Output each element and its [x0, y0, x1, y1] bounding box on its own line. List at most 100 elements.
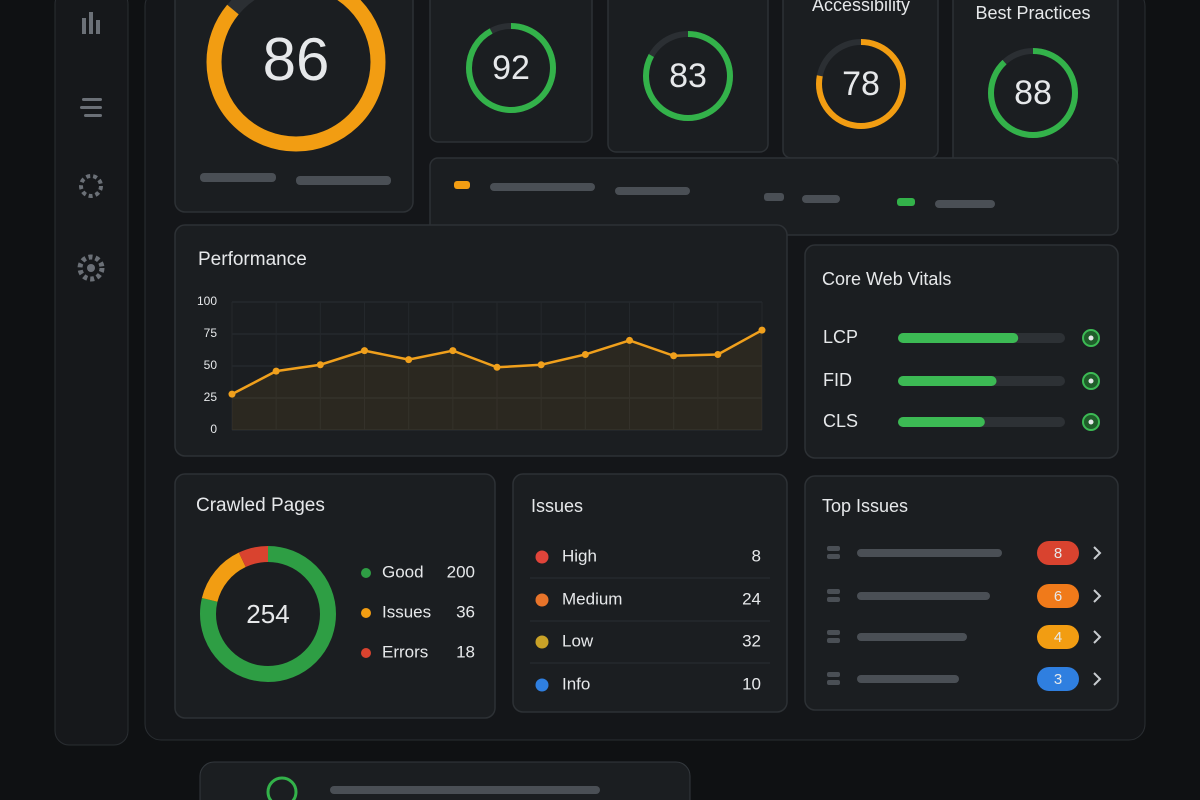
placeholder-bar — [857, 592, 990, 600]
vital-label: FID — [823, 370, 852, 390]
issue-count: 8 — [752, 546, 761, 565]
gauge-arc — [816, 39, 906, 129]
y-tick-label: 100 — [197, 294, 217, 308]
row-icon — [827, 546, 840, 551]
strip-placeholders — [200, 173, 995, 208]
gauge-arc — [988, 48, 1078, 138]
score-value: 92 — [492, 49, 530, 87]
score-value: 78 — [842, 65, 880, 103]
badge — [1037, 541, 1079, 565]
badge-count: 4 — [1054, 629, 1062, 646]
score-card — [429, 0, 593, 143]
placeholder-bar — [330, 786, 600, 794]
issue-count: 24 — [742, 589, 761, 608]
issue-count: 32 — [742, 631, 761, 650]
card-title: Core Web Vitals — [822, 269, 951, 289]
score-value: 88 — [1014, 74, 1052, 112]
card-title: Performance — [198, 249, 307, 270]
crawled-card — [174, 473, 496, 719]
vital-label: LCP — [823, 327, 858, 347]
score-card — [607, 0, 769, 153]
issue-label: Medium — [562, 589, 622, 608]
row-icon — [827, 554, 840, 559]
placeholder-bar — [857, 675, 959, 683]
gauge-arc — [206, 0, 386, 152]
score-label: Accessibility — [812, 0, 910, 15]
sidebar-icons — [77, 12, 105, 282]
point — [670, 352, 678, 360]
issue-label: Info — [562, 674, 590, 693]
y-tick-label: 0 — [210, 422, 217, 436]
chevron[interactable] — [1093, 630, 1102, 644]
status-dot-core — [1088, 335, 1094, 341]
point — [537, 361, 545, 369]
main-score-card — [174, 0, 414, 213]
chevron[interactable] — [1093, 546, 1102, 560]
chevron[interactable] — [1093, 672, 1102, 686]
chevron[interactable] — [1093, 589, 1102, 603]
status-dot-core — [1088, 419, 1094, 425]
sidebar — [54, 0, 129, 746]
y-tick-label: 50 — [204, 358, 218, 372]
y-tick-label: 25 — [204, 390, 218, 404]
legend-value: 200 — [447, 562, 475, 581]
vital-bar — [898, 333, 1019, 343]
issue-dot — [535, 593, 549, 607]
score-label: Best Practices — [975, 3, 1090, 23]
badge-count: 3 — [1054, 671, 1062, 688]
legend-value: 36 — [456, 602, 475, 621]
badge — [1037, 667, 1079, 691]
legend-dot — [361, 648, 371, 658]
legend-label: Errors — [382, 642, 428, 661]
vitals-card — [804, 244, 1119, 459]
vital-bar — [898, 417, 985, 427]
gauge-arc — [643, 31, 733, 121]
point — [449, 347, 457, 355]
issue-count: 10 — [742, 674, 761, 693]
issue-label: Low — [562, 631, 594, 650]
issue-label: High — [562, 546, 597, 565]
y-tick-label: 75 — [204, 326, 218, 340]
legend-label: Good — [382, 562, 424, 581]
point — [272, 367, 280, 375]
placeholder-bar — [857, 633, 967, 641]
issue-dot — [535, 550, 549, 564]
point — [361, 347, 368, 355]
issues-card — [512, 473, 788, 713]
legend-dot — [361, 568, 371, 578]
check-icon — [266, 776, 298, 800]
legend-value: 18 — [456, 642, 475, 661]
legend-dot — [361, 608, 371, 618]
badge — [1037, 625, 1079, 649]
point — [493, 363, 501, 371]
point — [581, 350, 589, 358]
row-icon — [827, 680, 840, 685]
badge-count: 8 — [1054, 545, 1062, 562]
line-area — [232, 330, 762, 430]
gauge-arc — [466, 23, 556, 113]
legend-label: Issues — [382, 602, 431, 621]
status-dot-core — [1088, 378, 1094, 384]
donut-segment — [200, 546, 336, 682]
badge — [1037, 584, 1079, 608]
card-title: Crawled Pages — [196, 495, 325, 516]
row-icon — [827, 638, 840, 643]
row-icon — [827, 672, 840, 677]
score-value: 86 — [263, 26, 330, 93]
vital-label: CLS — [823, 411, 858, 431]
score-value: 83 — [669, 57, 707, 95]
point — [405, 356, 413, 364]
point — [228, 390, 236, 398]
row-icon — [827, 589, 840, 594]
placeholder-bar — [857, 549, 1002, 557]
issue-dot — [535, 635, 549, 649]
card-title: Issues — [531, 496, 583, 516]
issue-dot — [535, 678, 549, 692]
point — [758, 326, 766, 334]
vital-bar — [898, 376, 997, 386]
row-icon — [827, 597, 840, 602]
point — [316, 361, 324, 369]
point — [626, 336, 633, 344]
donut-total: 254 — [246, 599, 289, 629]
